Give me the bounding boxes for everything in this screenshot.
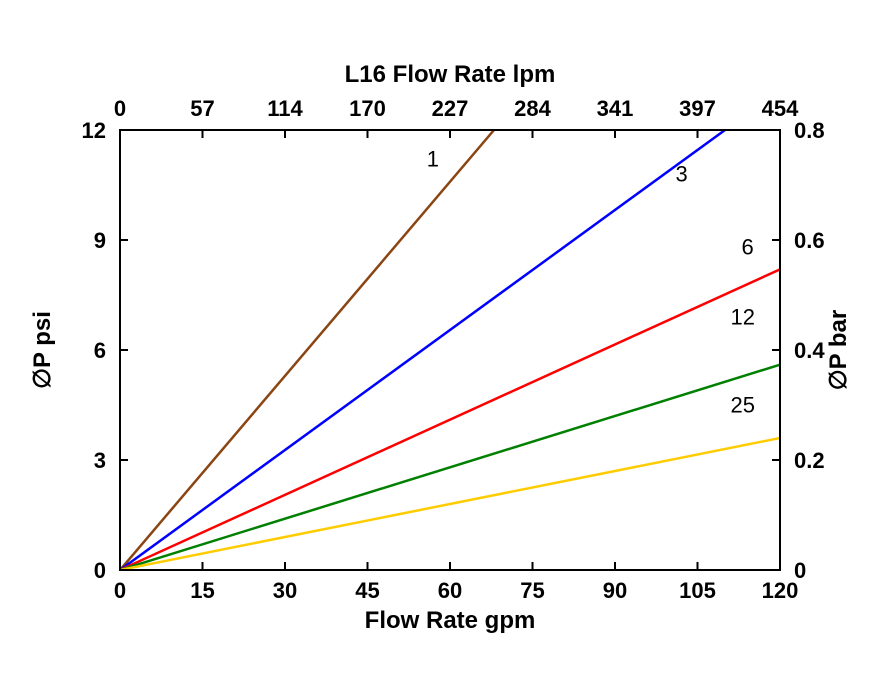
x-top-tick-label: 0 — [114, 96, 126, 121]
y-left-tick-label: 6 — [94, 338, 106, 363]
y-right-axis-label: ∅P bar — [825, 310, 852, 391]
x-top-tick-label: 227 — [432, 96, 469, 121]
x-bottom-tick-label: 0 — [114, 578, 126, 603]
series-label-12: 12 — [731, 304, 755, 329]
x-bottom-tick-label: 120 — [762, 578, 799, 603]
x-top-tick-label: 114 — [267, 96, 303, 121]
x-top-tick-label: 57 — [190, 96, 214, 121]
y-right-tick-label: 0 — [794, 558, 806, 583]
x-top-tick-label: 341 — [597, 96, 634, 121]
y-right-tick-label: 0.4 — [794, 338, 825, 363]
x-top-tick-label: 397 — [679, 96, 716, 121]
x-bottom-tick-label: 60 — [438, 578, 462, 603]
x-bottom-tick-label: 45 — [355, 578, 379, 603]
x-bottom-axis-label: Flow Rate gpm — [365, 607, 536, 634]
series-label-1: 1 — [427, 147, 439, 172]
x-bottom-tick-label: 75 — [520, 578, 544, 603]
series-label-25: 25 — [731, 392, 755, 417]
x-bottom-tick-label: 15 — [190, 578, 214, 603]
pressure-flow-chart: 0153045607590105120Flow Rate gpm05711417… — [0, 0, 884, 688]
x-bottom-tick-label: 30 — [273, 578, 297, 603]
x-bottom-tick-label: 90 — [603, 578, 627, 603]
y-right-tick-label: 0.2 — [794, 448, 825, 473]
y-left-tick-label: 3 — [94, 448, 106, 473]
chart-container: 0153045607590105120Flow Rate gpm05711417… — [0, 0, 884, 688]
y-left-tick-label: 0 — [94, 558, 106, 583]
x-top-tick-label: 170 — [349, 96, 386, 121]
y-right-tick-label: 0.8 — [794, 118, 825, 143]
x-top-tick-label: 284 — [514, 96, 551, 121]
x-bottom-tick-label: 105 — [679, 578, 716, 603]
series-label-6: 6 — [742, 235, 754, 260]
series-label-3: 3 — [676, 161, 688, 186]
chart-top-title: L16 Flow Rate lpm — [345, 61, 556, 88]
y-left-tick-label: 9 — [94, 228, 106, 253]
y-left-axis-label: ∅P psi — [29, 311, 56, 389]
y-right-tick-label: 0.6 — [794, 228, 825, 253]
y-left-tick-label: 12 — [82, 118, 106, 143]
